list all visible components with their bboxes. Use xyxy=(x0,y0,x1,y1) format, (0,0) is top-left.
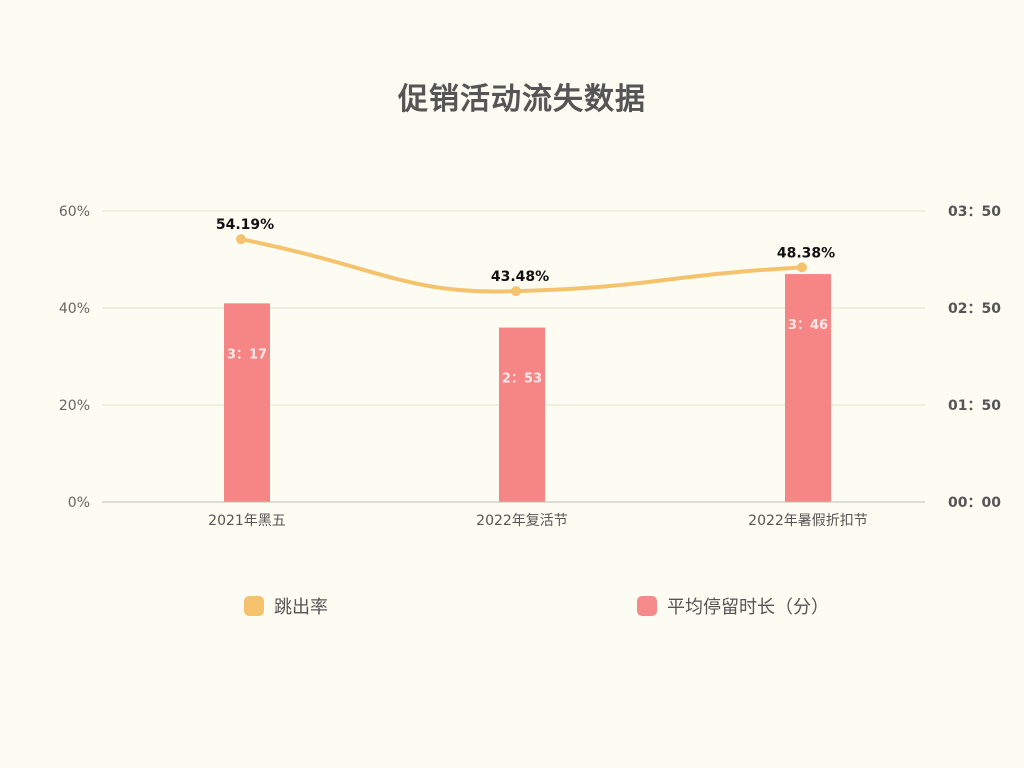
line-point xyxy=(236,234,246,245)
y-left-tick-label: 20% xyxy=(59,398,90,414)
legend-swatch-avg-duration xyxy=(637,596,657,616)
y-left-tick-label: 40% xyxy=(59,301,90,317)
axes: 0% 20% 40% 60% 00：00 01：50 02：50 03：50 2021年黑五 20… xyxy=(59,204,1001,529)
line-data-label: 48.38% xyxy=(777,245,835,261)
bar xyxy=(785,274,831,502)
bar xyxy=(499,327,545,502)
line-data-label: 54.19% xyxy=(216,217,274,233)
y-left-tick-label: 0% xyxy=(68,495,90,511)
line-point xyxy=(797,262,807,273)
y-left-tick-label: 60% xyxy=(59,204,90,220)
bar-series: 3：17 2：53 3：46 xyxy=(224,274,831,502)
legend-item-bounce-rate[interactable]: 跳出率 xyxy=(244,593,328,619)
legend-label-bounce-rate: 跳出率 xyxy=(274,597,328,618)
y-right-tick-label: 00：00 xyxy=(948,495,1001,511)
line-data-label: 43.48% xyxy=(491,269,549,285)
x-tick-label: 2022年暑假折扣节 xyxy=(748,513,868,529)
legend-swatch-bounce-rate xyxy=(244,596,264,616)
y-right-tick-label: 01：50 xyxy=(948,398,1001,414)
chart-title: 促销活动流失数据 xyxy=(398,82,646,117)
bar-data-label: 2：53 xyxy=(502,372,542,387)
x-tick-label: 2022年复活节 xyxy=(476,512,568,529)
legend-item-avg-duration[interactable]: 平均停留时长（分） xyxy=(637,593,829,619)
bar xyxy=(224,303,270,502)
y-right-tick-label: 02：50 xyxy=(948,301,1001,317)
y-right-tick-label: 03：50 xyxy=(948,204,1001,220)
bar-data-label: 3：46 xyxy=(788,318,828,333)
legend-label-avg-duration: 平均停留时长（分） xyxy=(667,597,829,618)
x-tick-label: 2021年黑五 xyxy=(208,513,286,529)
bar-data-label: 3：17 xyxy=(227,347,267,362)
line-point xyxy=(511,286,521,297)
line-series: 54.19% 43.48% 48.38% xyxy=(216,217,835,297)
